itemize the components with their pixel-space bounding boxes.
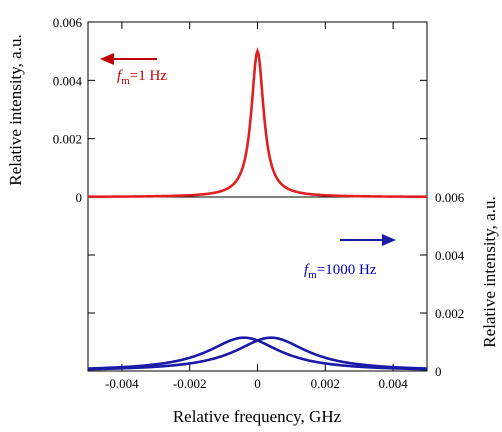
ticks: 0 0.002 0.004 0.006 0 0.002 0.004 0.006 -0.004 -0… — [53, 15, 465, 391]
annotation-top-subscript: m — [121, 75, 130, 87]
annotation-top-text: =1 Hz — [130, 68, 168, 84]
y-tick-label-top-0: 0 — [76, 190, 83, 205]
y-tick-label-top-2: 0.004 — [53, 73, 83, 88]
y-tick-label-bottom-3: 0.006 — [435, 190, 465, 205]
x-tick-label-0: -0.004 — [105, 376, 139, 391]
arrow-right-head — [382, 234, 396, 246]
x-tick-label-3: 0.002 — [311, 376, 340, 391]
x-tick-label-1: -0.002 — [173, 376, 207, 391]
y-tick-label-bottom-0: 0 — [435, 364, 442, 379]
y-tick-label-bottom-1: 0.002 — [435, 306, 464, 321]
series-line-top-0 — [87, 47, 428, 199]
annotation-bottom-symbol: f — [304, 262, 310, 278]
curves — [87, 47, 428, 371]
y-axis-label-right: Relative intensity, a.u. — [480, 196, 499, 347]
annotation-bottom-text: =1000 Hz — [317, 262, 377, 278]
arrow-left-head — [100, 53, 114, 65]
y-tick-label-bottom-2: 0.004 — [435, 248, 465, 263]
series-line-bottom-1 — [87, 336, 428, 371]
y-tick-label-top-3: 0.006 — [53, 15, 83, 30]
annotation-top-symbol: f — [117, 68, 123, 84]
y-tick-label-top-1: 0.002 — [53, 132, 82, 147]
annotation-bottom-label: fm=1000 Hz — [304, 262, 377, 281]
annotation-top-label: fm=1 Hz — [117, 68, 167, 87]
x-axis-label: Relative frequency, GHz — [173, 407, 342, 426]
annotation-bottom-subscript: m — [308, 269, 317, 281]
y-axis-label-left: Relative intensity, a.u. — [6, 34, 25, 185]
annotation-bottom: fm=1000 Hz — [304, 234, 396, 281]
x-tick-label-4: 0.004 — [378, 376, 408, 391]
x-tick-label-2: 0 — [254, 376, 261, 391]
annotation-top: fm=1 Hz — [100, 53, 167, 87]
